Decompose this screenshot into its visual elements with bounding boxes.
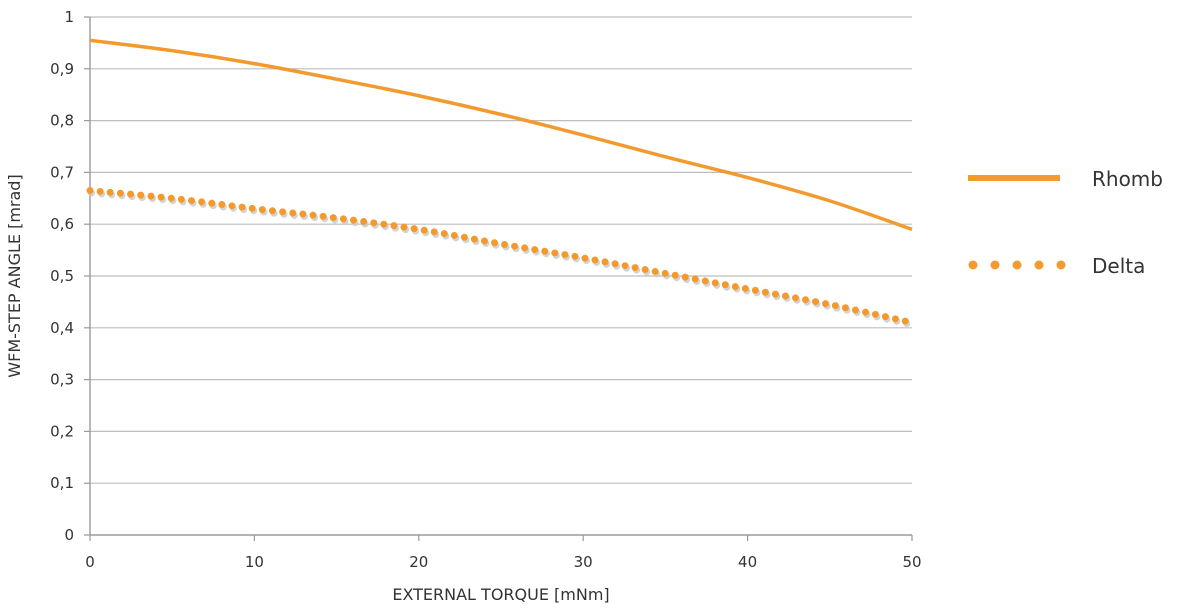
legend: Rhomb Delta [968, 167, 1163, 278]
legend-dot [1056, 260, 1066, 270]
axes [89, 17, 912, 536]
y-tick-label: 0,9 [50, 60, 74, 78]
legend-dot [1012, 260, 1022, 270]
y-tick-label: 0,8 [50, 112, 74, 130]
y-tick-label: 0,3 [50, 371, 74, 389]
y-tick-label: 0,2 [50, 422, 74, 440]
legend-label-rhomb: Rhomb [1092, 167, 1163, 191]
x-tick-label: 10 [245, 553, 264, 571]
x-tick-label: 20 [409, 553, 428, 571]
series-line-rhomb [89, 38, 913, 232]
series-group [86, 38, 917, 329]
x-tick-labels: 0 10 20 30 40 50 [85, 553, 921, 571]
legend-label-delta: Delta [1092, 254, 1145, 278]
legend-swatch-delta [968, 260, 1066, 270]
y-tick-label: 0,4 [50, 319, 74, 337]
series-shadow-delta [88, 189, 917, 329]
x-tick-label: 50 [902, 553, 921, 571]
x-tick-label: 30 [574, 553, 593, 571]
y-tick-label: 0,6 [50, 215, 74, 233]
y-tick-labels: 0 0,1 0,2 0,3 0,4 0,5 0,6 0,7 0,8 0,9 1 [50, 8, 74, 544]
y-tick-label: 1 [64, 8, 74, 26]
legend-dot [968, 260, 978, 270]
series-line-delta [86, 187, 916, 327]
y-tick-label: 0,5 [50, 267, 74, 285]
y-tick-label: 0,7 [50, 163, 74, 181]
y-axis-title: WFM-STEP ANGLE [mrad] [5, 174, 24, 377]
x-tick-label: 0 [85, 553, 95, 571]
y-tick-label: 0 [64, 526, 74, 544]
y-tick-label: 0,1 [50, 474, 74, 492]
x-tick-label: 40 [738, 553, 757, 571]
legend-dot [990, 260, 1000, 270]
x-axis-title: EXTERNAL TORQUE [mNm] [392, 585, 609, 604]
grid-lines [84, 16, 913, 541]
legend-dot [1034, 260, 1044, 270]
